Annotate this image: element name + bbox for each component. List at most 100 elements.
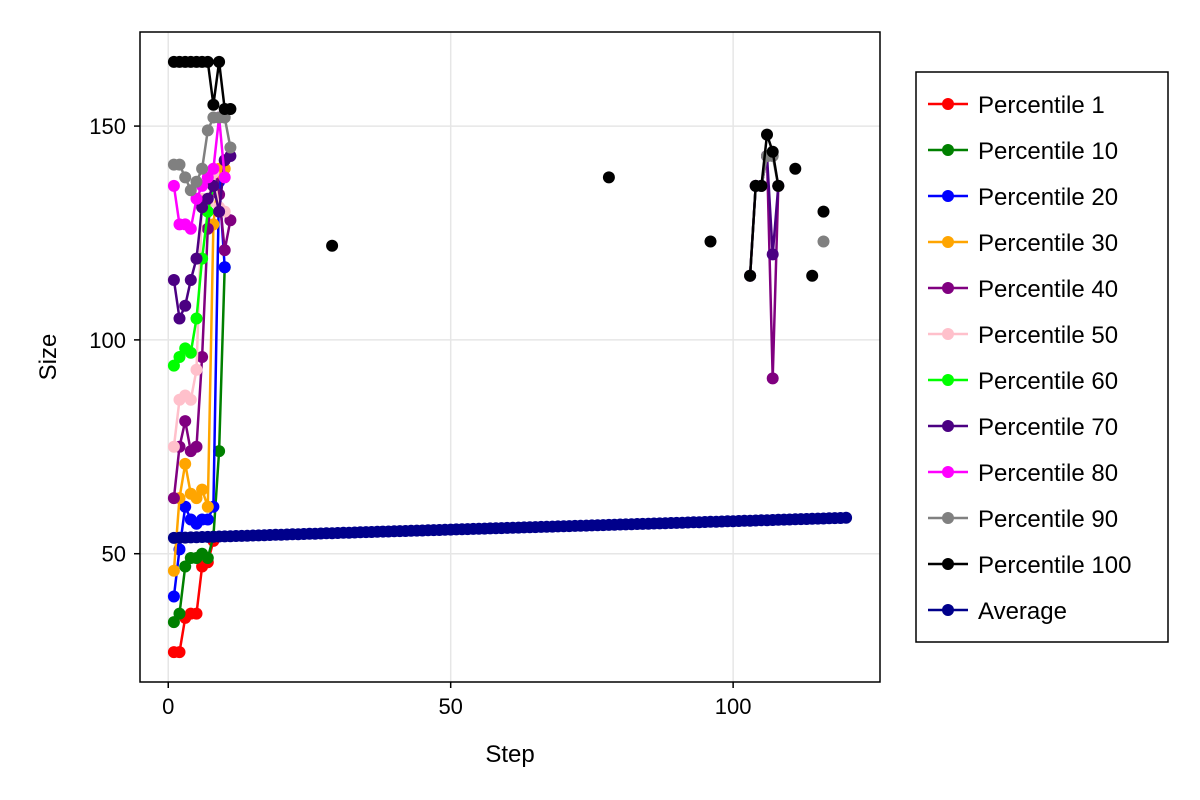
data-point — [167, 274, 180, 286]
legend-item: Percentile 70 — [928, 414, 1118, 441]
data-point — [207, 162, 220, 175]
data-point — [173, 158, 186, 171]
legend-swatch-marker — [942, 558, 954, 570]
data-point — [167, 564, 180, 577]
data-point — [789, 162, 802, 175]
legend-swatch-marker — [942, 604, 954, 616]
legend-label: Percentile 30 — [978, 230, 1118, 257]
legend-item: Percentile 100 — [928, 552, 1131, 579]
y-axis-title: Size — [35, 334, 62, 381]
data-point — [213, 445, 226, 458]
data-point — [772, 179, 785, 192]
data-point — [179, 171, 192, 184]
data-point — [224, 103, 237, 115]
data-point — [201, 222, 214, 235]
data-point — [766, 248, 779, 261]
data-point — [201, 552, 214, 564]
legend-label: Percentile 100 — [978, 552, 1131, 579]
series-percentile-90 — [167, 111, 830, 282]
data-point — [218, 261, 231, 274]
data-point — [167, 440, 180, 453]
y-tick-label: 50 — [102, 542, 126, 567]
series-percentile-60 — [167, 179, 220, 372]
data-point — [196, 351, 209, 363]
legend-item: Percentile 30 — [928, 230, 1118, 257]
legend-item: Percentile 80 — [928, 460, 1118, 487]
data-point — [184, 274, 197, 286]
legend-label: Percentile 1 — [978, 92, 1105, 119]
data-point — [196, 483, 209, 496]
legend-label: Average — [978, 598, 1067, 625]
grid — [140, 32, 880, 682]
legend-swatch-marker — [942, 144, 954, 156]
legend-label: Percentile 40 — [978, 276, 1118, 303]
legend-swatch-marker — [942, 190, 954, 202]
data-point — [201, 124, 214, 137]
data-point — [167, 359, 180, 372]
data-point — [173, 646, 186, 659]
data-point — [190, 363, 203, 376]
legend-label: Percentile 80 — [978, 460, 1118, 487]
data-point — [224, 141, 237, 154]
legend-label: Percentile 50 — [978, 322, 1118, 349]
data-point — [755, 179, 768, 192]
data-point — [218, 171, 231, 184]
series-percentile-40 — [167, 150, 785, 505]
legend-label: Percentile 60 — [978, 368, 1118, 395]
legend-label: Percentile 90 — [978, 506, 1118, 533]
data-point — [201, 55, 214, 68]
data-point — [817, 235, 830, 248]
data-point — [173, 607, 186, 620]
data-point — [224, 214, 237, 227]
x-tick-label: 50 — [438, 694, 462, 719]
data-point — [173, 312, 186, 325]
data-point — [190, 252, 203, 265]
legend-item: Percentile 10 — [928, 138, 1118, 165]
data-point — [766, 372, 779, 385]
series-line — [173, 60, 231, 111]
legend-item: Percentile 60 — [928, 368, 1118, 395]
data-point — [184, 184, 197, 197]
data-point — [817, 205, 830, 218]
data-point — [190, 192, 203, 205]
data-point — [218, 111, 231, 124]
data-point — [196, 201, 209, 214]
data-point — [179, 457, 192, 470]
data-point — [167, 179, 180, 192]
legend-swatch-marker — [942, 420, 954, 432]
legend-swatch-marker — [942, 328, 954, 340]
series-layer — [167, 55, 853, 659]
y-tick-label: 150 — [89, 114, 126, 139]
data-point — [190, 440, 203, 453]
axes: 0 50 100 50 100 150 — [89, 114, 751, 719]
x-axis-title: Step — [485, 741, 534, 768]
data-point — [167, 590, 180, 603]
data-point — [744, 269, 757, 282]
data-point — [173, 351, 186, 363]
legend-box — [915, 71, 1169, 643]
legend-swatch-marker — [942, 282, 954, 294]
legend-item: Percentile 90 — [928, 506, 1118, 533]
data-point — [224, 150, 237, 162]
legend-swatch-marker — [942, 98, 954, 110]
legend: Percentile 1 Percentile 10 Percentile 20 Pe… — [915, 71, 1169, 643]
series-average — [167, 511, 853, 544]
data-point — [184, 222, 197, 235]
legend-label: Percentile 70 — [978, 414, 1118, 441]
data-point — [179, 560, 192, 573]
y-tick-label: 100 — [89, 328, 126, 353]
data-point — [190, 492, 203, 505]
legend-swatch-marker — [942, 512, 954, 524]
data-point — [179, 299, 192, 312]
plot-frame — [139, 31, 881, 683]
data-point — [167, 492, 180, 505]
data-point — [207, 98, 220, 111]
data-point — [190, 607, 203, 620]
data-point — [167, 616, 180, 629]
data-point — [179, 415, 192, 428]
data-point — [201, 500, 214, 513]
data-point — [190, 175, 203, 188]
series-percentile-70 — [167, 150, 785, 325]
x-tick-label: 100 — [715, 694, 752, 719]
